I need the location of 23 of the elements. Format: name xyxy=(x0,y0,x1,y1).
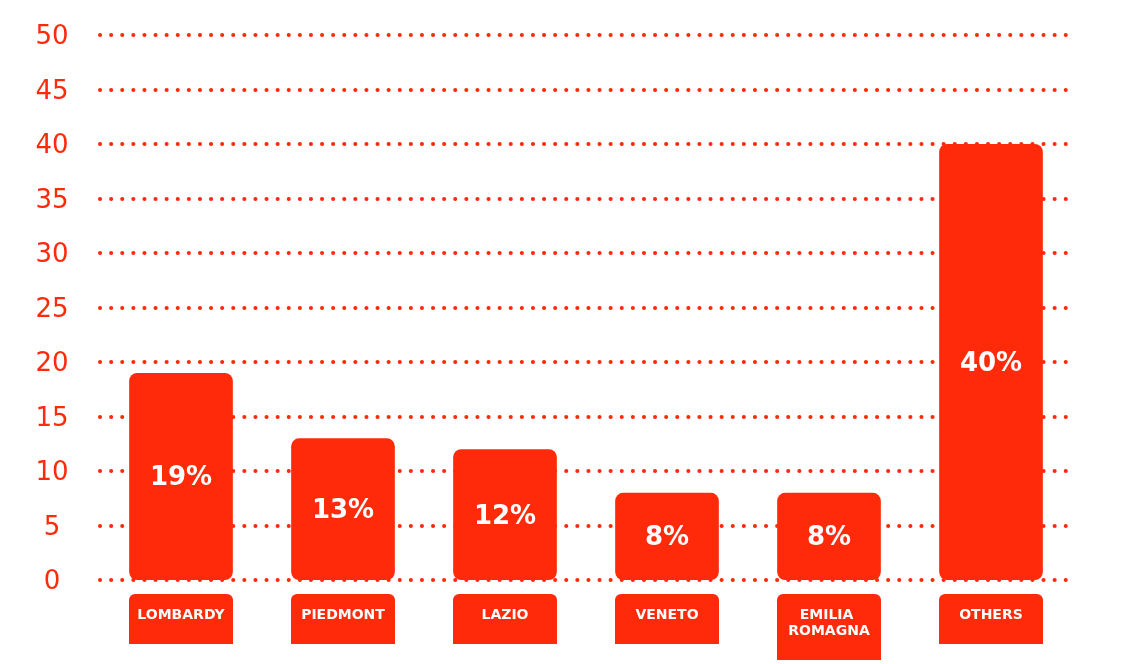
data-label: 8% xyxy=(806,521,852,552)
y-tick-label: 10 xyxy=(35,456,69,486)
y-tick-label: 5 xyxy=(43,510,61,541)
data-label: 19% xyxy=(149,461,213,492)
y-tick-label: 15 xyxy=(35,401,69,432)
data-label: 8% xyxy=(644,521,690,552)
x-tick-label: EMILIA ROMAGNA xyxy=(788,606,870,638)
x-tick-label: LOMBARDY xyxy=(137,606,226,622)
y-tick-label: 25 xyxy=(35,292,69,323)
y-tick-label: 0 xyxy=(43,565,61,595)
data-label: 13% xyxy=(311,494,375,525)
data-label: 12% xyxy=(473,499,537,530)
y-tick-label: 45 xyxy=(35,74,69,105)
x-tick-label: LAZIO xyxy=(481,606,529,622)
y-tick-label: 30 xyxy=(35,238,69,268)
y-tick-label: 40 xyxy=(35,129,69,159)
y-tick-label: 20 xyxy=(35,347,69,377)
x-tick-label: PIEDMONT xyxy=(301,606,386,622)
x-tick-label: VENETO xyxy=(635,606,699,622)
x-tick-label: OTHERS xyxy=(959,606,1023,622)
y-tick-label: 35 xyxy=(35,183,69,214)
y-tick-label: 50 xyxy=(35,20,69,50)
data-label: 40% xyxy=(959,347,1023,377)
